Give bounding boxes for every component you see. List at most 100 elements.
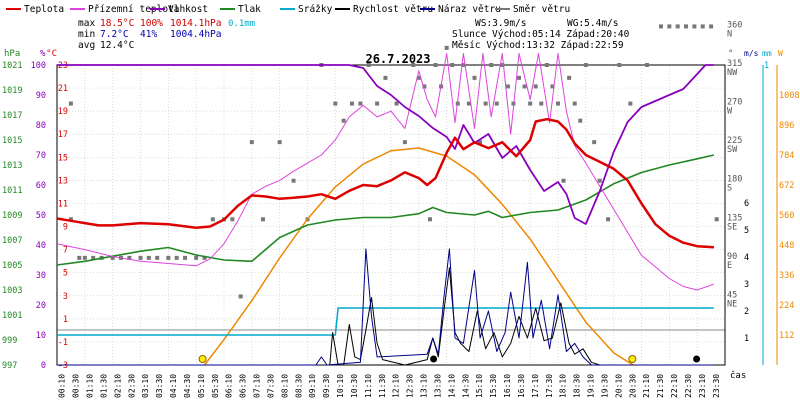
axis-degc-tick: 23 [58, 61, 68, 71]
axis-w-tick: 896 [779, 121, 794, 131]
axis-pct-tick: 50 [36, 211, 46, 221]
axis-dir-name: SW [727, 145, 738, 155]
series-line [57, 248, 714, 366]
sunset-marker [628, 355, 637, 363]
axis-dir-name: S [727, 184, 732, 194]
axis-degc-tick: 7 [63, 246, 68, 256]
axis-w-label: W [778, 49, 783, 58]
x-tick-label: 21:10 [642, 374, 651, 398]
series-line [57, 307, 714, 336]
wind-dir-dot [478, 140, 483, 145]
wind-dir-dot [77, 255, 82, 260]
axis-dir-name: SE [727, 222, 737, 232]
wind-dir-dot [350, 101, 355, 106]
axis-hpa-tick: 1001 [2, 311, 22, 321]
wind-dir-dot [433, 63, 438, 67]
wind-dir-dot [146, 255, 151, 260]
x-tick-label: 04:30 [183, 374, 192, 398]
legend-label: Rychlost větru [353, 4, 433, 15]
axis-ms-tick: 3 [744, 280, 749, 290]
axis-hpa-tick: 1005 [2, 261, 22, 271]
series-line [57, 267, 714, 366]
x-tick-label: 08:30 [294, 374, 303, 398]
axis-w-tick: 448 [779, 241, 794, 251]
axis-pct-tick: 40 [36, 241, 46, 251]
plot-frame [56, 64, 726, 366]
wind-dir-dot [341, 118, 346, 123]
axis-degc-tick: 19 [58, 107, 68, 117]
wind-dir-dot [375, 101, 380, 106]
legend-label: Teplota [24, 4, 64, 15]
axis-dir-name: NE [727, 299, 737, 309]
series-line [57, 64, 714, 225]
axis-degc-tick: 21 [58, 84, 68, 94]
axis-dir-label: ° [728, 49, 733, 59]
x-tick-label: 03:30 [155, 374, 164, 398]
x-tick-label: 01:30 [99, 374, 108, 398]
axis-degc-tick: -1 [58, 338, 68, 348]
info-block: WS:3.9m/s WG:5.4m/s Slunce Východ:05:14 … [452, 18, 630, 51]
wind-dir-dot [489, 63, 494, 67]
x-tick-label: 13:10 [420, 374, 429, 398]
x-tick-label: 14:10 [447, 374, 456, 398]
wind-dir-dot [572, 101, 577, 106]
axis-mm-label: mm [762, 49, 772, 58]
wind-dir-dot [714, 217, 719, 222]
axis-pct-tick: 60 [36, 181, 46, 191]
wind-dir-dot [592, 140, 597, 145]
wind-dir-dot [709, 24, 714, 29]
axis-degc-label: °C [46, 49, 57, 59]
x-tick-label: 15:30 [489, 374, 498, 398]
wind-dir-dot [183, 255, 188, 260]
axis-ms-tick: 2 [744, 307, 749, 317]
axis-dir-tick: 90 [727, 252, 737, 262]
wind-dir-dot [82, 255, 87, 260]
wind-dir-dot [606, 217, 611, 222]
axis-pct-tick: 80 [36, 121, 46, 131]
axis-dir-tick: 225 [727, 136, 742, 146]
x-tick-label: 23:10 [698, 374, 707, 398]
stats-temp: 12.4°C [100, 40, 134, 51]
wind-dir-dot [110, 255, 115, 260]
x-tick-label: 05:10 [197, 374, 206, 398]
x-tick-label: 19:10 [587, 374, 596, 398]
wind-dir-dot [138, 255, 143, 260]
axis-dir-tick: 135 [727, 213, 742, 223]
axis-degc-tick: -3 [58, 361, 68, 371]
wind-dir-dot [291, 178, 296, 183]
x-tick-label: 07:30 [266, 374, 275, 398]
wind-dir-dot [210, 217, 215, 222]
x-tick-label: 08:10 [280, 374, 289, 398]
x-tick-label: 00:30 [72, 374, 81, 398]
wind-dir-dot [517, 75, 522, 80]
x-tick-label: 17:10 [531, 374, 540, 398]
axis-hpa-label: hPa [4, 49, 20, 59]
x-tick-label: 20:30 [628, 374, 637, 398]
axis-degc-tick: 17 [58, 130, 68, 140]
axis-hpa-tick: 1021 [2, 61, 22, 71]
wind-dir-dot [444, 45, 449, 50]
wind-dir-dot [494, 101, 499, 106]
stats-label: avg [78, 40, 95, 51]
moonrise-marker [430, 355, 438, 363]
legend-label: Směr větru [513, 4, 570, 15]
stats-temp: 7.2°C [100, 29, 129, 40]
wind-dir-dot [483, 101, 488, 106]
axis-degc-tick: 3 [63, 292, 68, 302]
wind-speed-text: WS:3.9m/s [475, 18, 526, 29]
wind-dir-dot [578, 118, 583, 123]
x-tick-label: 10:10 [336, 374, 345, 398]
wind-dir-dot [166, 255, 171, 260]
axis-w-tick: 224 [779, 301, 794, 311]
wind-dir-dot [260, 217, 265, 222]
wind-dir-dot [155, 255, 160, 260]
wind-dir-dot [597, 178, 602, 183]
axis-ms-label: m/s [744, 49, 759, 58]
x-tick-label: 05:30 [211, 374, 220, 398]
x-tick-label: 16:30 [517, 374, 526, 398]
moonset-marker [693, 355, 701, 363]
x-tick-label: 18:10 [559, 374, 568, 398]
